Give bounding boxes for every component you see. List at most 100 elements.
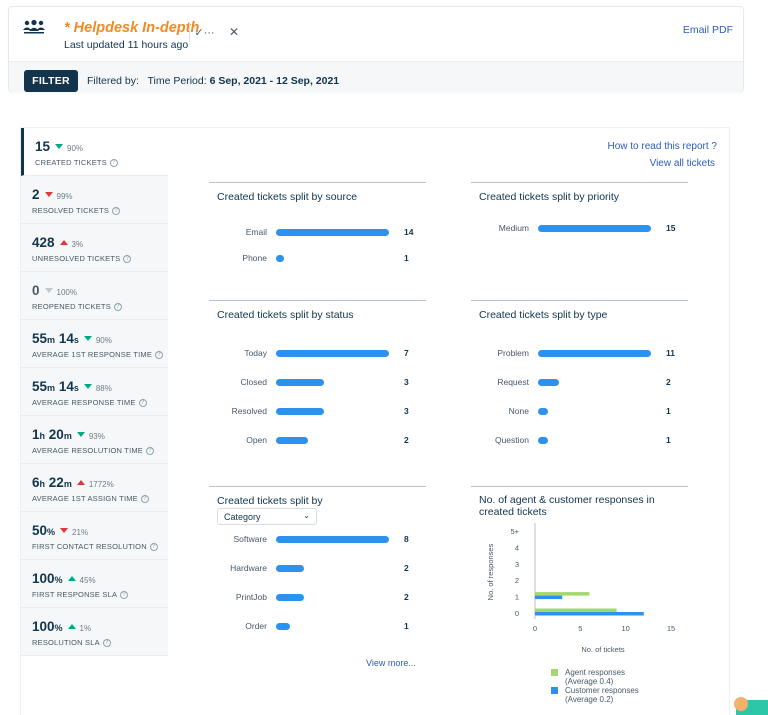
panel-title: Created tickets split by bbox=[217, 495, 323, 507]
trend-up-icon bbox=[59, 239, 68, 245]
bar-row-type-1[interactable]: Request 2 bbox=[471, 377, 688, 391]
metric-created-tickets[interactable]: 15 90% CREATED TICKETS? bbox=[21, 128, 168, 176]
metric-avg-first-response-time[interactable]: 55m 14s 90% AVERAGE 1ST RESPONSE TIME? bbox=[21, 320, 168, 368]
bar-label: Email bbox=[245, 227, 267, 237]
bar-value: 1 bbox=[666, 435, 671, 445]
y-tick-label: 2 bbox=[515, 576, 519, 585]
bar-value: 2 bbox=[404, 563, 409, 573]
bar-label: Closed bbox=[240, 377, 267, 387]
info-icon[interactable]: ? bbox=[109, 159, 118, 168]
bar[interactable] bbox=[276, 229, 389, 236]
info-icon[interactable]: ? bbox=[140, 495, 149, 504]
last-updated-prefix: Last updated bbox=[64, 39, 125, 51]
trend-down-icon bbox=[60, 527, 69, 533]
bar-row-source-0[interactable]: Email 14 bbox=[209, 227, 426, 241]
bar[interactable] bbox=[538, 350, 651, 357]
info-icon[interactable]: ? bbox=[120, 591, 129, 600]
bar-label: Software bbox=[233, 534, 267, 544]
response-bar-agent bbox=[535, 592, 590, 596]
metric-avg-response-time[interactable]: 55m 14s 88% AVERAGE RESPONSE TIME? bbox=[21, 368, 168, 416]
last-updated: Last updated 11 hours ago bbox=[64, 39, 188, 51]
info-icon[interactable]: ? bbox=[155, 351, 164, 360]
bar-label: Hardware bbox=[230, 563, 267, 573]
close-icon[interactable]: ✕ bbox=[229, 25, 240, 39]
metric-reopened-tickets[interactable]: 0 100% REOPENED TICKETS? bbox=[21, 272, 168, 320]
bar-row-priority-0[interactable]: Medium 15 bbox=[471, 223, 688, 237]
bar-label: Open bbox=[246, 435, 267, 445]
trend-down-icon bbox=[83, 335, 92, 341]
bar[interactable] bbox=[276, 255, 284, 262]
panel-title: Created tickets split by source bbox=[217, 191, 358, 203]
panel-title-line2: created tickets bbox=[479, 506, 547, 518]
email-pdf-link[interactable]: Email PDF bbox=[682, 24, 733, 36]
bar-row-status-1[interactable]: Closed 3 bbox=[209, 377, 426, 391]
x-tick-label: 15 bbox=[667, 624, 675, 633]
report-header: * Helpdesk In-depth Last updated 11 hour… bbox=[8, 6, 744, 92]
report-title: * Helpdesk In-depth bbox=[64, 20, 200, 36]
save-check-icon[interactable]: ✓··· bbox=[189, 22, 219, 42]
bar-label: Order bbox=[245, 621, 267, 631]
bar[interactable] bbox=[276, 408, 324, 415]
bar-row-status-3[interactable]: Open 2 bbox=[209, 435, 426, 449]
bar[interactable] bbox=[276, 594, 304, 601]
bar[interactable] bbox=[276, 623, 290, 630]
bar-value: 15 bbox=[666, 223, 676, 233]
bar[interactable] bbox=[538, 225, 651, 232]
legend-agent-average: (Average 0.4) bbox=[565, 677, 614, 686]
metric-avg-first-assign-time[interactable]: 6h 22m 1772% AVERAGE 1ST ASSIGN TIME? bbox=[21, 464, 168, 512]
metric-first-contact-resolution[interactable]: 50% 21% FIRST CONTACT RESOLUTION? bbox=[21, 512, 168, 560]
bar-value: 7 bbox=[404, 348, 409, 358]
bar-label: Medium bbox=[498, 223, 529, 233]
metric-resolution-sla[interactable]: 100% 1% RESOLUTION SLA? bbox=[21, 608, 168, 656]
info-icon[interactable]: ? bbox=[102, 639, 111, 648]
bar[interactable] bbox=[276, 350, 389, 357]
trend-down-icon bbox=[44, 287, 53, 293]
bar[interactable] bbox=[276, 379, 324, 386]
metric-value: 15 90% bbox=[35, 139, 84, 154]
trend-up-icon bbox=[76, 479, 85, 485]
bar-row-category-2[interactable]: PrintJob 2 bbox=[209, 592, 426, 606]
response-bar-customer bbox=[535, 612, 644, 616]
info-icon[interactable]: ? bbox=[149, 543, 158, 552]
split-by-select-value: Category bbox=[224, 512, 261, 522]
legend-agent: Agent responses (Average 0.4) bbox=[551, 668, 681, 686]
filter-button[interactable]: FILTER bbox=[24, 70, 78, 92]
how-to-read-link[interactable]: How to read this report ? bbox=[607, 141, 718, 152]
bar-row-source-1[interactable]: Phone 1 bbox=[209, 253, 426, 267]
bar-row-category-1[interactable]: Hardware 2 bbox=[209, 563, 426, 577]
view-all-tickets-link[interactable]: View all tickets bbox=[649, 158, 715, 169]
chat-avatar-icon[interactable] bbox=[734, 697, 748, 711]
bar-row-type-0[interactable]: Problem 11 bbox=[471, 348, 688, 362]
info-icon[interactable]: ? bbox=[112, 207, 121, 216]
legend-agent-label: Agent responses bbox=[565, 668, 626, 677]
metric-first-response-sla[interactable]: 100% 45% FIRST RESPONSE SLA? bbox=[21, 560, 168, 608]
bar-row-status-2[interactable]: Resolved 3 bbox=[209, 406, 426, 420]
bar[interactable] bbox=[538, 437, 548, 444]
panel-split-by-priority: Created tickets split by priority Medium… bbox=[471, 182, 688, 292]
report-body: 15 90% CREATED TICKETS? 2 99% RESOLVED TIC… bbox=[20, 127, 730, 715]
metric-unresolved-tickets[interactable]: 428 3% UNRESOLVED TICKETS? bbox=[21, 224, 168, 272]
metric-avg-resolution-time[interactable]: 1h 20m 93% AVERAGE RESOLUTION TIME? bbox=[21, 416, 168, 464]
info-icon[interactable]: ? bbox=[113, 303, 122, 312]
split-by-select[interactable]: Category ⌄ bbox=[217, 508, 317, 525]
bar[interactable] bbox=[538, 408, 548, 415]
bar[interactable] bbox=[538, 379, 559, 386]
metric-resolved-tickets[interactable]: 2 99% RESOLVED TICKETS? bbox=[21, 176, 168, 224]
bar-value: 3 bbox=[404, 377, 409, 387]
bar[interactable] bbox=[276, 437, 308, 444]
bar-row-category-0[interactable]: Software 8 bbox=[209, 534, 426, 548]
bar-row-type-3[interactable]: Question 1 bbox=[471, 435, 688, 449]
info-icon[interactable]: ? bbox=[146, 447, 155, 456]
info-icon[interactable]: ? bbox=[138, 399, 147, 408]
bar-row-category-3[interactable]: Order 1 bbox=[209, 621, 426, 635]
metrics-sidebar: 15 90% CREATED TICKETS? 2 99% RESOLVED TIC… bbox=[21, 128, 168, 715]
bar[interactable] bbox=[276, 536, 389, 543]
metric-label: FIRST CONTACT RESOLUTION? bbox=[32, 542, 158, 552]
bar-row-type-2[interactable]: None 1 bbox=[471, 406, 688, 420]
bar[interactable] bbox=[276, 565, 304, 572]
metric-value: 1h 20m 93% bbox=[32, 427, 105, 442]
info-icon[interactable]: ? bbox=[123, 255, 132, 264]
y-tick-label: 5+ bbox=[510, 527, 519, 536]
bar-row-status-0[interactable]: Today 7 bbox=[209, 348, 426, 362]
view-more-link[interactable]: View more... bbox=[366, 658, 416, 668]
